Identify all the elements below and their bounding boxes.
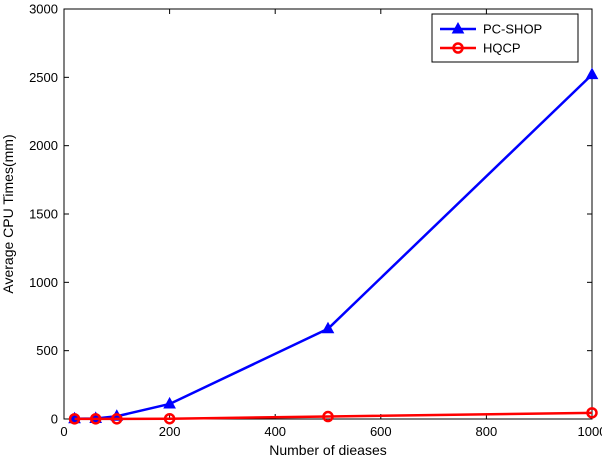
x-tick-label: 0 <box>60 424 67 439</box>
series-1 <box>68 407 598 425</box>
y-tick-label: 2000 <box>29 138 58 153</box>
x-tick-label: 200 <box>159 424 181 439</box>
data-point-circle <box>89 413 102 425</box>
legend-box <box>431 13 579 63</box>
y-tick-label: 1000 <box>29 275 58 290</box>
x-axis-title: Number of dieases <box>269 442 387 456</box>
data-point-circle <box>111 413 123 425</box>
plot-frame <box>63 8 593 420</box>
data-point-triangle <box>585 67 599 80</box>
x-tick-label: 1000 <box>578 424 602 439</box>
x-tick-label: 400 <box>264 424 286 439</box>
data-point-triangle <box>163 396 176 409</box>
data-point-circle <box>163 412 176 425</box>
data-point-triangle <box>451 21 465 34</box>
legend-label: PC-SHOP <box>483 22 542 37</box>
y-tick-label: 3000 <box>29 2 58 17</box>
y-axis: 0 500 1000 1500 2000 2500 3000 <box>29 2 592 427</box>
y-tick-label: 500 <box>36 343 58 358</box>
series-layer <box>68 67 599 425</box>
y-tick-label: 1500 <box>29 207 58 222</box>
x-axis: 0 200 400 600 800 1000 <box>60 9 602 439</box>
data-point-circle <box>68 413 81 425</box>
legend: PC-SHOP HQCP <box>431 13 579 63</box>
x-tick-label: 800 <box>476 424 498 439</box>
legend-label: HQCP <box>483 41 521 56</box>
x-tick-label: 600 <box>370 424 392 439</box>
y-axis-title: Average CPU Times(mm) <box>0 134 16 293</box>
data-point-circle <box>452 42 464 54</box>
y-tick-label: 2500 <box>29 70 58 85</box>
data-point-circle <box>322 410 334 423</box>
y-tick-label: 0 <box>51 412 58 427</box>
data-point-triangle <box>321 321 335 334</box>
data-point-circle <box>586 407 598 419</box>
plot-area <box>63 8 593 420</box>
